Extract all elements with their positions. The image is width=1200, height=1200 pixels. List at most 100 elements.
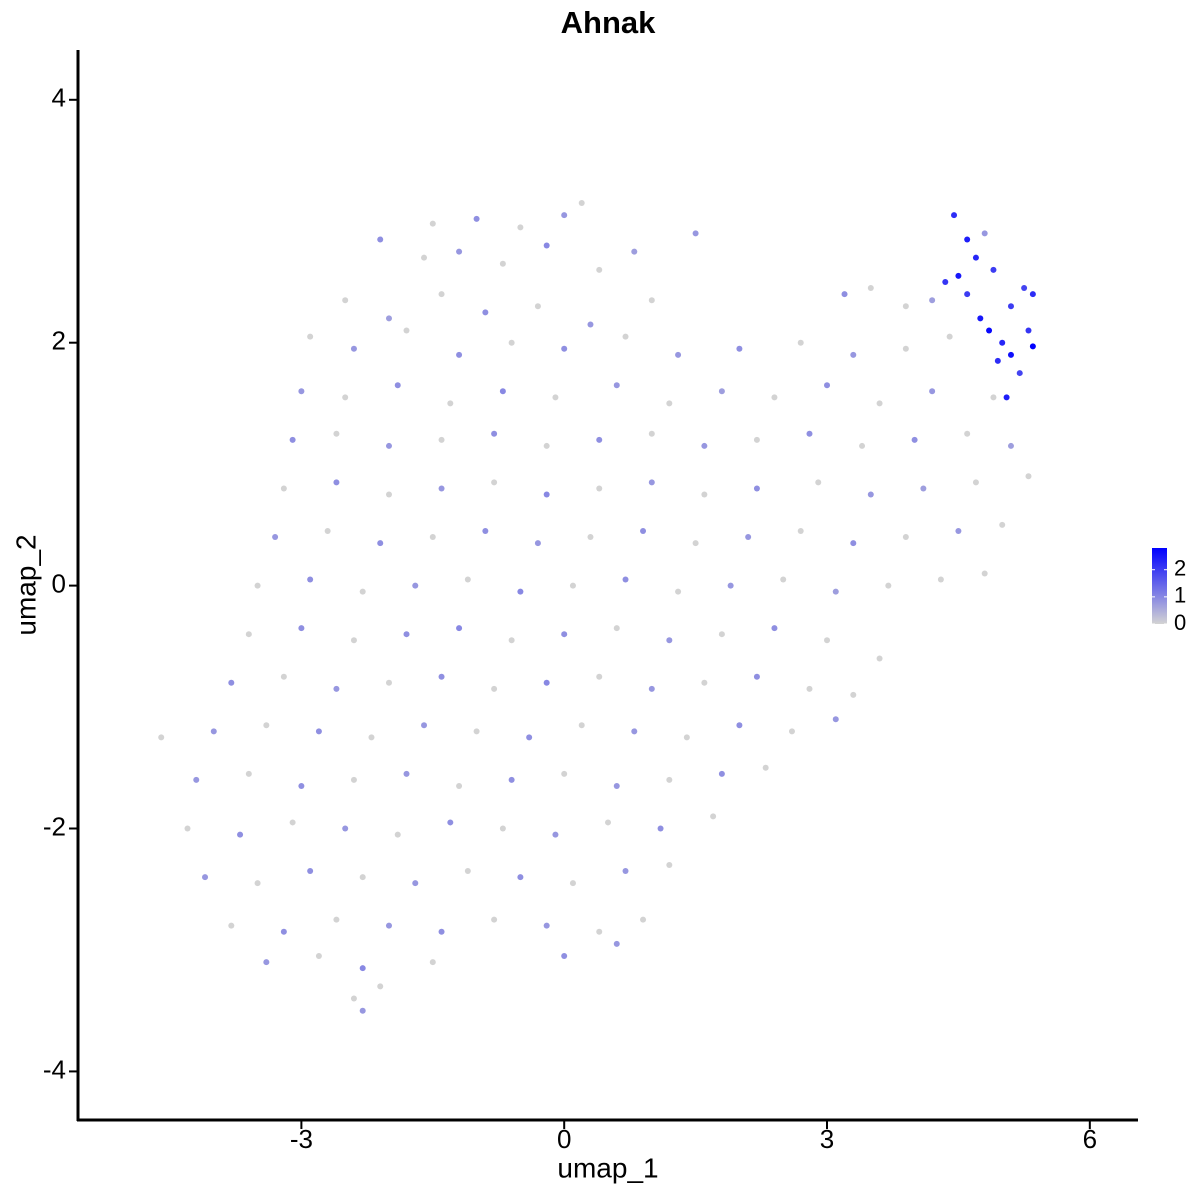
point	[832, 588, 839, 595]
y-tick-label: -2	[43, 811, 66, 841]
point	[333, 685, 340, 692]
point	[499, 388, 506, 395]
point	[421, 722, 428, 729]
point	[350, 995, 357, 1002]
point	[666, 637, 673, 644]
point	[403, 631, 410, 638]
x-tick-label: 0	[557, 1124, 571, 1154]
point	[561, 212, 568, 219]
colorbar-tick-label: 2	[1174, 556, 1186, 581]
point	[951, 212, 958, 219]
point	[263, 722, 270, 729]
point	[841, 291, 848, 298]
point	[1007, 303, 1014, 310]
point	[289, 819, 296, 826]
point	[552, 394, 559, 401]
point	[850, 540, 857, 547]
point	[692, 230, 699, 237]
point	[876, 655, 883, 662]
point	[972, 254, 979, 261]
point	[701, 491, 708, 498]
point	[920, 485, 927, 492]
point	[902, 534, 909, 541]
point	[955, 272, 962, 279]
point	[675, 588, 682, 595]
point	[824, 382, 831, 389]
point	[254, 582, 261, 589]
point	[254, 880, 261, 887]
point	[1007, 442, 1014, 449]
point	[385, 922, 392, 929]
y-axis-label: umap_2	[10, 534, 41, 635]
point	[1003, 394, 1010, 401]
point	[543, 679, 550, 686]
point	[745, 534, 752, 541]
x-tick-label: -3	[290, 1124, 313, 1154]
point	[867, 285, 874, 292]
point	[1016, 370, 1023, 377]
point	[464, 576, 471, 583]
point	[438, 436, 445, 443]
point	[421, 254, 428, 261]
point	[350, 776, 357, 783]
point	[534, 540, 541, 547]
point	[1029, 343, 1036, 350]
point	[491, 685, 498, 692]
point	[902, 345, 909, 352]
point	[972, 479, 979, 486]
point	[640, 527, 647, 534]
point	[675, 351, 682, 358]
point	[491, 430, 498, 437]
point	[359, 1007, 366, 1014]
point	[806, 430, 813, 437]
point	[245, 631, 252, 638]
point	[753, 673, 760, 680]
point	[964, 430, 971, 437]
point	[701, 679, 708, 686]
point	[648, 297, 655, 304]
point	[1021, 285, 1028, 292]
point	[350, 345, 357, 352]
point	[342, 825, 349, 832]
point	[412, 582, 419, 589]
point	[403, 327, 410, 334]
point	[937, 576, 944, 583]
point	[473, 728, 480, 735]
point	[622, 868, 629, 875]
point	[385, 315, 392, 322]
point	[342, 297, 349, 304]
point	[1025, 473, 1032, 480]
point	[473, 215, 480, 222]
point	[648, 430, 655, 437]
point	[999, 339, 1006, 346]
point	[517, 224, 524, 231]
point	[359, 965, 366, 972]
point	[517, 874, 524, 881]
point	[491, 479, 498, 486]
point	[753, 485, 760, 492]
y-tick-label: 0	[52, 568, 66, 598]
point	[596, 485, 603, 492]
y-tick-label: -4	[43, 1054, 66, 1084]
point	[184, 825, 191, 832]
point	[561, 345, 568, 352]
point	[727, 582, 734, 589]
point	[534, 303, 541, 310]
point	[994, 357, 1001, 364]
point	[307, 333, 314, 340]
point	[333, 430, 340, 437]
point	[902, 303, 909, 310]
point	[561, 770, 568, 777]
point	[464, 868, 471, 875]
point	[578, 200, 585, 207]
point	[981, 570, 988, 577]
point	[508, 776, 515, 783]
point	[429, 534, 436, 541]
y-tick-label: 4	[52, 83, 66, 113]
point	[237, 831, 244, 838]
point	[797, 339, 804, 346]
point	[596, 673, 603, 680]
point	[491, 916, 498, 923]
point	[666, 400, 673, 407]
